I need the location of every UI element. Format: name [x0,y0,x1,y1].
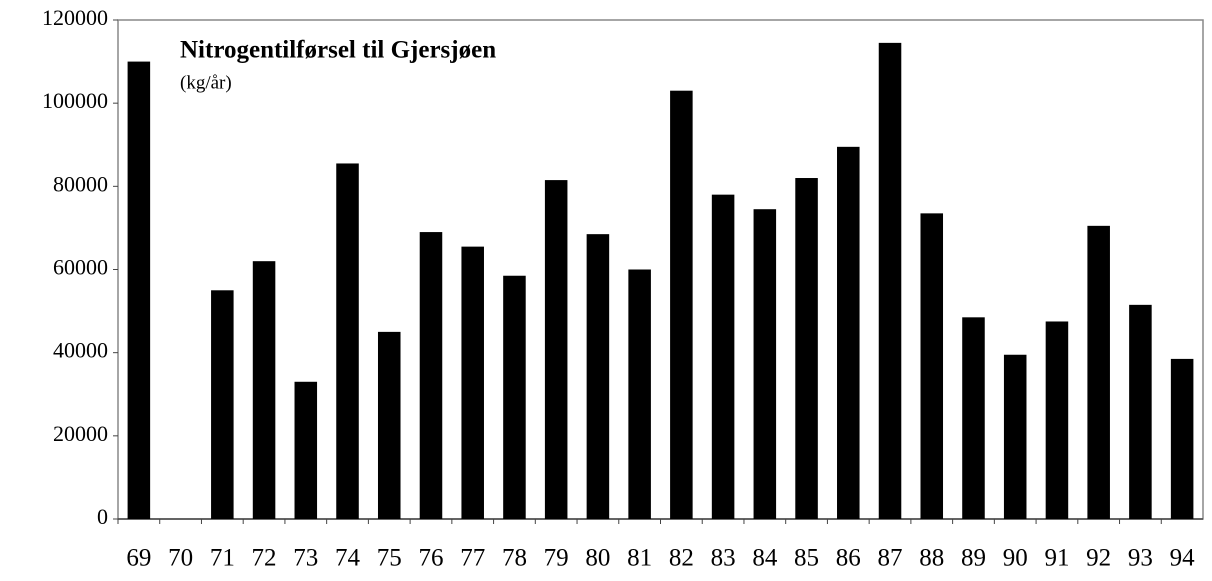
y-tick-label: 100000 [42,88,108,113]
bar [461,246,484,520]
x-tick-label: 88 [919,545,944,572]
y-tick-label: 20000 [53,421,108,446]
bar [878,42,902,519]
bar [252,261,276,519]
bar [1129,304,1152,519]
y-tick-label: 80000 [53,171,108,196]
bar [211,290,234,519]
x-tick-label: 69 [126,545,151,572]
x-tick-label: 73 [293,545,318,572]
y-tick-label: 120000 [42,5,108,30]
x-tick-label: 74 [335,545,361,572]
x-tick-label: 91 [1044,545,1069,572]
y-tick-label: 0 [97,504,108,529]
bar [544,180,568,520]
x-tick-label: 84 [752,545,778,572]
x-tick-label: 81 [627,545,652,572]
bar [795,178,818,519]
bar [503,275,526,519]
x-tick-label: 76 [418,545,443,572]
bar [336,163,359,519]
x-tick-label: 71 [210,545,235,572]
x-tick-label: 80 [585,545,610,572]
x-tick-label: 90 [1003,545,1028,572]
plot-frame [117,19,1204,520]
y-tick-label: 60000 [53,255,108,280]
bar [377,331,401,519]
x-tick-label: 94 [1170,545,1196,572]
x-tick-label: 93 [1128,545,1153,572]
bar [294,381,318,519]
bar [837,146,860,519]
x-tick-label: 87 [878,545,903,572]
bar [586,234,610,519]
x-tick-label: 77 [460,545,485,572]
bar [670,90,693,520]
bar [962,317,985,519]
bar [1003,354,1027,519]
chart-title: Nitrogentilførsel til Gjersjøen [180,37,496,64]
x-tick-label: 89 [961,545,986,572]
x-tick-label: 83 [711,545,736,572]
y-tick-label: 40000 [53,338,108,363]
x-tick-label: 72 [252,545,277,572]
chart-subtitle: (kg/år) [180,72,232,93]
bar [753,209,777,519]
x-tick-label: 86 [836,545,861,572]
x-tick-label: 79 [544,545,569,572]
bar [920,213,944,520]
bar [1170,358,1194,519]
bar [1045,321,1069,519]
bar [1087,225,1110,519]
x-tick-label: 92 [1086,545,1111,572]
bar [711,194,735,519]
x-tick-label: 75 [377,545,402,572]
x-tick-label: 85 [794,545,819,572]
x-tick-label: 70 [168,545,193,572]
bar [127,61,151,519]
x-tick-label: 78 [502,545,527,572]
bar [628,269,651,519]
x-tick-label: 82 [669,545,694,572]
bar [419,232,443,519]
